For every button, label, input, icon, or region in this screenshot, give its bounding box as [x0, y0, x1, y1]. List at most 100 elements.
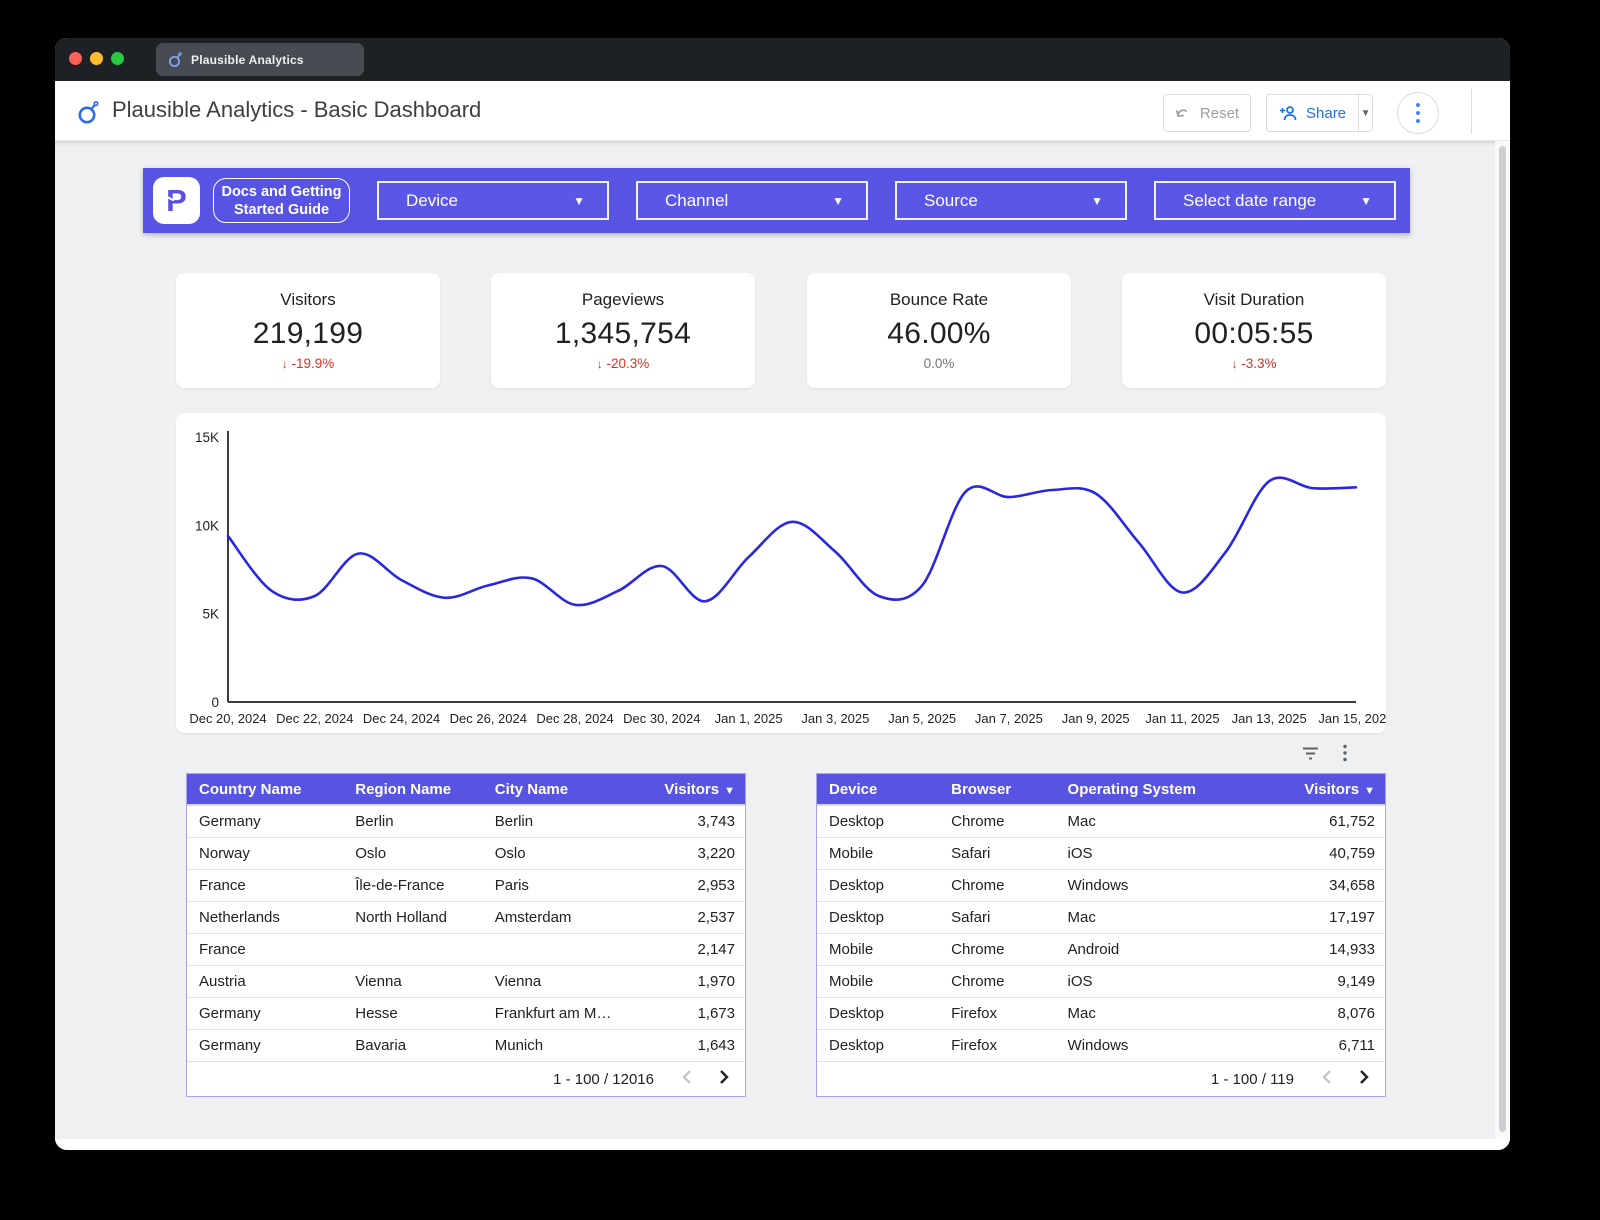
- table-cell: 61,752: [1265, 805, 1385, 838]
- close-window-button[interactable]: [69, 52, 82, 65]
- svg-text:0: 0: [211, 695, 219, 710]
- geo-table: Country Name Region Name City Name Visit…: [187, 774, 745, 1061]
- filter-dropdown-source[interactable]: Source ▼: [895, 181, 1127, 220]
- table-row: Mobile Safari iOS 40,759: [817, 837, 1385, 870]
- table-cell: Chrome: [939, 965, 1056, 998]
- table-toolbar: [1302, 744, 1347, 762]
- kpi-card-visitors: Visitors 219,199 ↓ -19.9%: [176, 273, 440, 388]
- table-cell: Austria: [187, 965, 344, 998]
- column-header-sorted[interactable]: Visitors ▼: [1265, 774, 1385, 806]
- page-title: Plausible Analytics - Basic Dashboard: [112, 97, 482, 122]
- column-header-sorted[interactable]: Visitors ▼: [627, 774, 745, 806]
- table-cell: Firefox: [939, 997, 1056, 1030]
- scrollbar-thumb[interactable]: [1499, 146, 1506, 1132]
- kpi-delta: 0.0%: [923, 356, 955, 371]
- svg-text:Jan 11, 2025: Jan 11, 2025: [1145, 711, 1219, 726]
- reset-button[interactable]: Reset: [1163, 94, 1251, 132]
- minimize-window-button[interactable]: [90, 52, 103, 65]
- share-main[interactable]: Share: [1267, 95, 1358, 131]
- previous-page-button[interactable]: [1321, 1069, 1332, 1089]
- table-kebab-icon[interactable]: [1343, 744, 1347, 762]
- table-cell: Norway: [187, 837, 344, 870]
- svg-text:10K: 10K: [195, 518, 219, 533]
- favicon-plausible-icon: [169, 51, 182, 67]
- table-cell: iOS: [1055, 837, 1266, 870]
- filter-dropdown-channel[interactable]: Channel ▼: [636, 181, 868, 220]
- table-cell: Bavaria: [355, 1036, 407, 1054]
- filter-dropdown-date-range[interactable]: Select date range ▼: [1154, 181, 1396, 220]
- table-cell: Vienna: [343, 965, 483, 998]
- table-cell: Safari: [939, 901, 1056, 934]
- table-cell: Desktop: [817, 869, 940, 902]
- table-row: Desktop Chrome Mac 61,752: [817, 805, 1385, 838]
- previous-page-button[interactable]: [681, 1069, 692, 1089]
- next-page-button[interactable]: [1359, 1069, 1370, 1089]
- dashboard-content: P Docs and Getting Started Guide Device …: [55, 141, 1510, 1150]
- table-cell: Safari: [939, 837, 1056, 870]
- share-label: Share: [1306, 104, 1347, 122]
- visitors-line-chart: 0 5K 10K 15K Dec 20, 2024 Dec 22, 2024 Dec 24,…: [176, 413, 1386, 733]
- report-header: Plausible Analytics - Basic Dashboard Re…: [55, 81, 1510, 141]
- kpi-delta: ↓ -19.9%: [281, 356, 335, 371]
- table-row: Austria Vienna Vienna 1,970: [187, 965, 745, 998]
- table-cell: Android: [1055, 933, 1266, 966]
- kpi-delta: ↓ -20.3%: [596, 356, 650, 371]
- column-header[interactable]: Country Name: [187, 774, 344, 806]
- table-cell: Frankfurt am M…: [482, 997, 628, 1030]
- table-cell: 1,643: [697, 1036, 735, 1054]
- svg-text:5K: 5K: [202, 607, 219, 622]
- sort-caret-icon: ▼: [1364, 784, 1375, 797]
- svg-text:15K: 15K: [195, 430, 219, 445]
- column-header[interactable]: Operating System: [1055, 774, 1266, 806]
- more-options-button[interactable]: [1397, 92, 1439, 134]
- table-cell: Mobile: [817, 965, 940, 998]
- undo-icon: [1176, 109, 1187, 117]
- table-cell: Germany: [187, 997, 344, 1030]
- table-row: Mobile Chrome Android 14,933: [817, 933, 1385, 966]
- table-cell: 34,658: [1265, 869, 1385, 902]
- table-cell: iOS: [1055, 965, 1266, 998]
- filter-bar: P Docs and Getting Started Guide Device …: [143, 168, 1410, 233]
- browser-titlebar: Plausible Analytics: [55, 38, 1510, 81]
- table-cell: Firefox: [951, 1036, 997, 1054]
- kebab-menu-icon: [1416, 103, 1420, 123]
- browser-tab[interactable]: Plausible Analytics: [156, 43, 364, 76]
- table-cell: 3,743: [627, 805, 745, 838]
- svg-text:Jan 13, 2025: Jan 13, 2025: [1232, 711, 1307, 726]
- table-cell: Germany: [199, 1036, 261, 1054]
- table-cell: Desktop: [817, 901, 940, 934]
- filter-dropdown-device[interactable]: Device ▼: [377, 181, 609, 220]
- filter-icon[interactable]: [1302, 747, 1319, 760]
- maximize-window-button[interactable]: [111, 52, 124, 65]
- table-pagination: 1 - 100 / 119: [817, 1061, 1385, 1096]
- table-cell: Île-de-France: [343, 869, 483, 902]
- share-button[interactable]: Share ▼: [1266, 94, 1373, 132]
- table-cell: Amsterdam: [482, 901, 628, 934]
- table-cell: Mac: [1055, 997, 1266, 1030]
- table-cell: Mobile: [817, 933, 940, 966]
- svg-text:Dec 28, 2024: Dec 28, 2024: [536, 711, 613, 726]
- scrollbar-track: [1495, 141, 1510, 1139]
- docs-button[interactable]: Docs and Getting Started Guide: [213, 178, 350, 223]
- svg-text:Dec 24, 2024: Dec 24, 2024: [363, 711, 440, 726]
- svg-text:Jan 1, 2025: Jan 1, 2025: [715, 711, 783, 726]
- share-dropdown-caret[interactable]: ▼: [1358, 95, 1372, 131]
- table-cell: France: [187, 933, 344, 966]
- chevron-down-icon: ▼: [573, 193, 585, 208]
- table-row: Norway Oslo Oslo 3,220: [187, 837, 745, 870]
- column-header[interactable]: Browser: [939, 774, 1056, 806]
- column-header[interactable]: Region Name: [343, 774, 483, 806]
- column-header[interactable]: City Name: [482, 774, 628, 806]
- svg-text:Dec 22, 2024: Dec 22, 2024: [276, 711, 353, 726]
- column-header[interactable]: Device: [817, 774, 940, 806]
- table-cell: Oslo: [482, 837, 628, 870]
- svg-text:Dec 20, 2024: Dec 20, 2024: [189, 711, 266, 726]
- table-header-row: Country Name Region Name City Name Visit…: [187, 774, 745, 806]
- geo-table-card: Country Name Region Name City Name Visit…: [186, 773, 746, 1097]
- table-row: Mobile Chrome iOS 9,149: [817, 965, 1385, 998]
- table-cell: 40,759: [1265, 837, 1385, 870]
- next-page-button[interactable]: [719, 1069, 730, 1089]
- plausible-p-logo[interactable]: P: [153, 177, 200, 224]
- table-cell: Munich: [494, 1036, 544, 1054]
